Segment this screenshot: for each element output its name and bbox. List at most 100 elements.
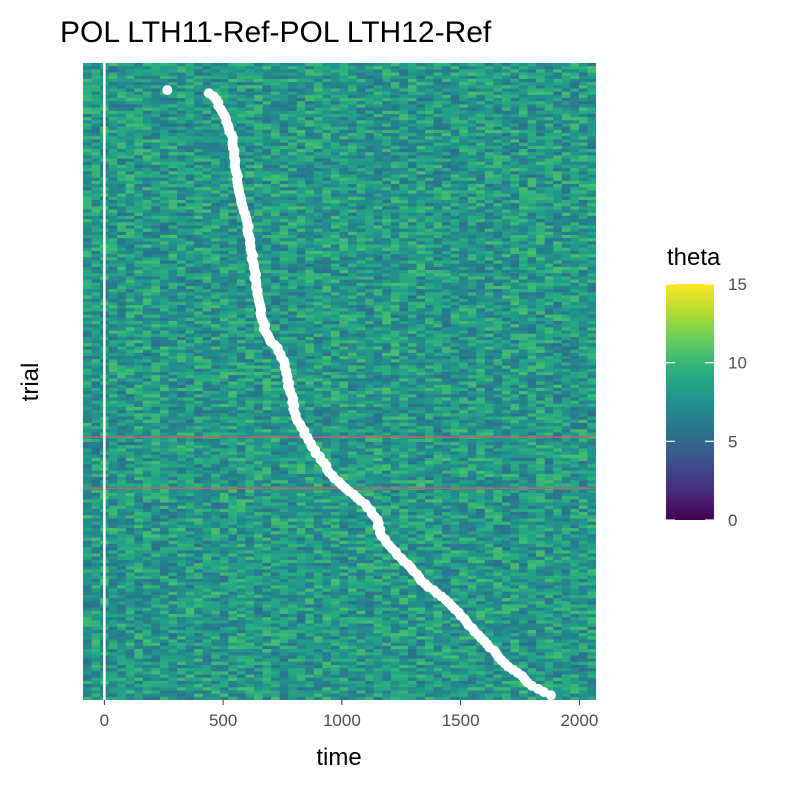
heat-cell [510, 180, 520, 185]
heat-cell [108, 184, 118, 188]
heat-cell [330, 241, 340, 245]
heat-cell [450, 72, 460, 77]
heat-cell [399, 66, 409, 70]
heat-cell [390, 219, 400, 223]
heat-cell [348, 187, 358, 191]
heat-cell [151, 117, 161, 121]
heat-cell [83, 238, 93, 242]
heat-cell [262, 69, 272, 73]
heat-cell [151, 320, 161, 325]
heat-cell [459, 295, 469, 300]
heat-cell [348, 324, 358, 328]
heat-cell [185, 75, 195, 80]
heat-cell [151, 244, 161, 249]
heat-cell [330, 196, 340, 201]
heat-cell [134, 263, 144, 268]
heat-cell [382, 142, 392, 147]
heat-cell [425, 250, 435, 255]
heat-cell [450, 314, 460, 319]
heat-cell [194, 314, 204, 319]
heat-cell [373, 177, 383, 182]
heat-cell [348, 212, 358, 217]
heat-cell [476, 273, 486, 277]
heat-cell [313, 209, 323, 214]
heat-cell [117, 298, 127, 303]
heat-cell [544, 88, 554, 93]
heat-cell [476, 215, 486, 220]
heat-cell [108, 113, 118, 118]
heat-cell [108, 308, 118, 312]
heat-cell [399, 63, 409, 67]
heat-cell [365, 82, 375, 86]
heat-cell [228, 266, 238, 271]
heat-cell [313, 241, 323, 245]
heat-cell [527, 69, 537, 73]
heat-cell [125, 282, 135, 287]
heat-cell [407, 250, 417, 255]
heat-cell [373, 75, 383, 80]
heat-cell [399, 285, 409, 290]
heat-cell [262, 145, 272, 150]
heat-cell [484, 279, 494, 284]
heat-cell [236, 260, 246, 265]
heat-cell [484, 206, 494, 210]
heat-cell [117, 254, 127, 258]
heat-cell [168, 78, 178, 83]
heat-cell [373, 85, 383, 89]
heat-cell [330, 91, 340, 96]
heat-cell [484, 320, 494, 325]
heat-cell [211, 152, 221, 156]
heat-cell [348, 88, 358, 93]
heat-cell [279, 117, 289, 121]
heat-cell [459, 260, 469, 265]
heat-cell [202, 311, 212, 316]
heat-cell [544, 244, 554, 249]
heat-cell [305, 101, 315, 105]
heat-cell [339, 91, 349, 96]
heat-cell [493, 289, 503, 293]
heat-cell [322, 234, 332, 239]
heat-cell [442, 107, 452, 112]
heat-cell [202, 257, 212, 261]
heat-cell [416, 295, 426, 300]
heat-cell [501, 164, 511, 169]
heat-cell [561, 308, 571, 312]
heat-cell [373, 193, 383, 198]
heat-cell [288, 215, 298, 220]
heat-cell [570, 152, 580, 156]
heat-cell [322, 206, 332, 210]
heat-cell [211, 184, 221, 188]
heat-cell [493, 190, 503, 194]
heat-cell [519, 266, 529, 271]
heat-cell [433, 85, 443, 89]
heat-cell [313, 133, 323, 137]
heat-cell [382, 136, 392, 140]
heat-cell [407, 104, 417, 108]
heat-cell [433, 72, 443, 77]
heat-cell [339, 187, 349, 191]
heat-cell [313, 145, 323, 150]
heat-cell [510, 263, 520, 268]
heat-cell [561, 177, 571, 182]
heat-cell [219, 164, 229, 169]
heat-cell [142, 75, 152, 80]
heat-cell [125, 120, 135, 124]
heat-cell [561, 75, 571, 80]
heat-cell [262, 206, 272, 210]
heat-cell [348, 206, 358, 210]
heat-cell [407, 91, 417, 96]
heat-cell [194, 168, 204, 172]
heat-cell [416, 85, 426, 89]
heat-cell [134, 190, 144, 194]
heat-cell [348, 145, 358, 150]
heat-cell [236, 222, 246, 226]
heat-cell [168, 203, 178, 207]
heat-cell [553, 149, 563, 153]
heat-cell [416, 145, 426, 150]
heat-cell [305, 324, 315, 328]
heat-cell [108, 292, 118, 296]
heat-cell [202, 190, 212, 194]
heat-cell [459, 215, 469, 220]
heat-cell [425, 117, 435, 121]
heat-cell [279, 260, 289, 265]
